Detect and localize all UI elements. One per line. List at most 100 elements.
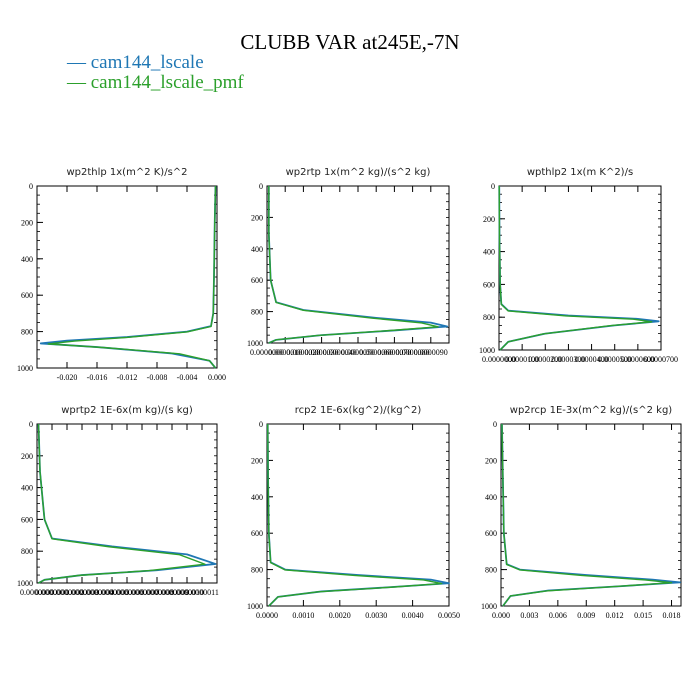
- chart-title: rcp2 1E-6x(kg^2)/(kg^2): [295, 405, 422, 416]
- x-tick-label: 0.012: [606, 611, 624, 620]
- chart-title: wprtp2 1E-6x(m kg)/(s kg): [61, 405, 193, 416]
- chart-title: wp2rcp 1E-3x(m^2 kg)/(s^2 kg): [510, 405, 673, 416]
- x-tick-label: 0.0000001: [35, 588, 69, 597]
- y-tick-label: 800: [21, 547, 33, 556]
- y-tick-label: 0: [29, 420, 33, 429]
- legend-label-lscale: cam144_lscale: [90, 52, 204, 73]
- series-line-lscale: [267, 186, 449, 344]
- x-tick-label: 0.0000090: [414, 348, 448, 357]
- x-tick-label: 0.0000005: [95, 588, 129, 597]
- x-tick-label: 0.0000009: [155, 588, 189, 597]
- x-tick-label: 0.0000200: [528, 355, 562, 364]
- series-line-lscale-pmf: [501, 423, 673, 607]
- y-tick-label: 200: [251, 456, 263, 465]
- y-tick-label: 800: [485, 566, 497, 575]
- y-tick-label: 400: [483, 248, 495, 257]
- y-tick-label: 600: [21, 291, 33, 300]
- chart-panel-2: wpthlp2 1x(m K^2)/s020040060080010000.00…: [479, 167, 678, 364]
- x-tick-label: 0.0000600: [621, 355, 655, 364]
- y-tick-label: 400: [251, 493, 263, 502]
- x-tick-label: 0.0000: [256, 611, 278, 620]
- series-line-lscale-pmf: [267, 423, 443, 607]
- x-tick-label: 0.0000050: [341, 348, 375, 357]
- x-tick-label: 0.0000070: [377, 348, 411, 357]
- x-tick-label: -0.020: [57, 373, 78, 382]
- y-tick-label: 600: [251, 276, 263, 285]
- x-tick-label: 0.0000000: [20, 588, 54, 597]
- x-tick-label: 0.006: [549, 611, 567, 620]
- x-tick-label: 0.0000004: [80, 588, 114, 597]
- x-tick-label: 0.0000000: [482, 355, 516, 364]
- x-tick-label: 0.0000007: [125, 588, 159, 597]
- chart-panel-0: wp2thlp 1x(m^2 K)/s^2 0 200 400 600 800 1000 -0…: [17, 167, 226, 382]
- x-tick-label: 0.0000006: [110, 588, 144, 597]
- series-line-lscale: [498, 185, 660, 351]
- series-line-lscale: [37, 423, 217, 584]
- legend-entry-lscale: — cam144_lscale: [67, 52, 204, 73]
- series-line-lscale: [266, 423, 450, 607]
- x-tick-label: 0.0000010: [170, 588, 204, 597]
- series-line-lscale-pmf: [498, 185, 653, 351]
- y-tick-label: 0: [259, 420, 263, 429]
- x-tick-label: 0.0000008: [140, 588, 174, 597]
- x-tick-label: 0.0000000: [250, 348, 284, 357]
- y-tick-label: 400: [485, 493, 497, 502]
- series-line-lscale: [39, 185, 217, 369]
- y-tick-label: 400: [21, 255, 33, 264]
- y-tick-label: 200: [251, 213, 263, 222]
- x-tick-label: 0.0000060: [359, 348, 393, 357]
- y-tick-label: 400: [21, 484, 33, 493]
- y-tick-label: 1000: [17, 364, 33, 373]
- y-tick-label: 600: [21, 515, 33, 524]
- x-tick-label: 0.0040: [402, 611, 424, 620]
- x-tick-label: 0.009: [577, 611, 595, 620]
- y-tick-label: 600: [483, 280, 495, 289]
- y-tick-label: 0: [493, 420, 497, 429]
- series-line-lscale-pmf: [37, 423, 206, 584]
- page-title: CLUBB VAR at245E,-7N: [240, 30, 460, 54]
- chart-panel-4: rcp2 1E-6x(kg^2)/(kg^2) 0 200 400 600 800 1000…: [247, 405, 460, 620]
- x-tick-label: 0.0030: [365, 611, 387, 620]
- y-tick-label: 0: [259, 182, 263, 191]
- x-tick-label: 0.0000003: [65, 588, 99, 597]
- y-tick-label: 800: [251, 308, 263, 317]
- x-tick-label: 0.0000500: [598, 355, 632, 364]
- plot-frame: [498, 185, 662, 351]
- x-tick-label: 0.000: [208, 373, 226, 382]
- y-tick-label: 800: [21, 328, 33, 337]
- series-line-lscale-pmf: [268, 186, 439, 344]
- y-tick-label: 1000: [481, 602, 497, 611]
- series-line-lscale: [501, 423, 681, 607]
- y-tick-label: 1000: [247, 339, 263, 348]
- x-tick-label: 0.0000010: [268, 348, 302, 357]
- x-tick-label: 0.0000011: [185, 588, 219, 597]
- chart-title: wp2rtp 1x(m^2 kg)/(s^2 kg): [286, 167, 431, 178]
- x-tick-label: 0.0050: [438, 611, 460, 620]
- legend-entry-lscale-pmf: — cam144_lscale_pmf: [67, 72, 244, 93]
- y-tick-label: 200: [485, 456, 497, 465]
- x-tick-label: 0.018: [663, 611, 681, 620]
- y-tick-label: 400: [251, 245, 263, 254]
- x-tick-label: -0.008: [147, 373, 168, 382]
- x-tick-label: 0.0000030: [305, 348, 339, 357]
- y-tick-label: 1000: [479, 346, 495, 355]
- y-tick-label: 600: [485, 529, 497, 538]
- x-tick-label: 0.003: [520, 611, 538, 620]
- y-tick-label: 200: [21, 452, 33, 461]
- chart-title: wpthlp2 1x(m K^2)/s: [527, 167, 633, 178]
- legend-label-lscale-pmf: cam144_lscale_pmf: [90, 72, 244, 93]
- x-tick-label: -0.016: [87, 373, 108, 382]
- y-tick-label: 1000: [247, 602, 263, 611]
- x-tick-label: -0.012: [117, 373, 138, 382]
- y-tick-label: 800: [251, 566, 263, 575]
- y-tick-label: 0: [491, 182, 495, 191]
- chart-panel-3: wprtp2 1E-6x(m kg)/(s kg) 0 200 400 600 800 10…: [17, 405, 219, 597]
- y-tick-label: 600: [251, 529, 263, 538]
- y-tick-label: 1000: [17, 579, 33, 588]
- x-tick-label: 0.0020: [329, 611, 351, 620]
- x-tick-label: 0.015: [634, 611, 652, 620]
- x-tick-label: 0.0000400: [575, 355, 609, 364]
- x-tick-label: 0.0000080: [396, 348, 430, 357]
- y-tick-label: 200: [21, 218, 33, 227]
- plot-frame: [266, 185, 450, 344]
